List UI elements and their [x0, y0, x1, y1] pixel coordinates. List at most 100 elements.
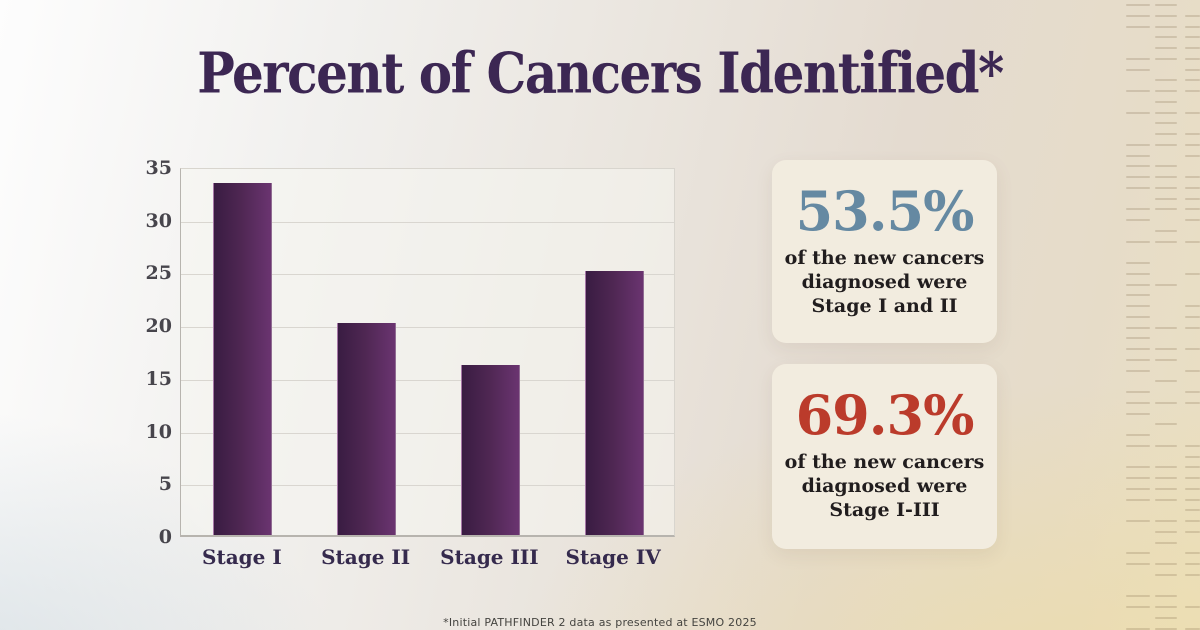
- ladder-dash: [1155, 36, 1177, 39]
- ladder-dash: [1155, 229, 1177, 232]
- gridline-5: [181, 485, 674, 487]
- ladder-dash: [1126, 176, 1150, 178]
- ladder-dash: [1155, 380, 1177, 383]
- ladder-dash: [1185, 606, 1200, 608]
- ladder-dash: [1155, 326, 1177, 329]
- ladder-dash: [1126, 143, 1150, 146]
- ladder-dash: [1185, 240, 1200, 243]
- stat-line: diagnosed were: [801, 474, 968, 497]
- ladder-dash: [1185, 111, 1200, 114]
- ladder-dash: [1126, 412, 1150, 415]
- ladder-dash: [1126, 208, 1150, 211]
- stat-line: of the new cancers: [784, 247, 985, 269]
- ladder-dash: [1155, 563, 1177, 565]
- ladder-dash: [1155, 487, 1177, 490]
- ladder-dash: [1126, 477, 1150, 479]
- stat-line: Stage I and II: [811, 294, 958, 317]
- ladder-dash: [1155, 197, 1177, 200]
- ladder-dash: [1126, 487, 1150, 490]
- ladder-dash: [1155, 358, 1177, 361]
- ladder-dash: [1155, 401, 1177, 404]
- ladder-dash: [1155, 423, 1177, 426]
- ladder-dash: [1185, 197, 1200, 200]
- gridline-10: [181, 432, 674, 434]
- stat-card-stage-1-2: 53.5% of the new cancers diagnosed were …: [772, 160, 997, 343]
- stat-line: Stage I-III: [829, 498, 940, 521]
- ladder-dash: [1155, 348, 1177, 350]
- x-axis-labels: Stage I Stage II Stage III Stage IV: [180, 545, 675, 575]
- stat-line: diagnosed were: [801, 270, 968, 293]
- ladder-dash: [1126, 401, 1150, 404]
- ladder-dash: [1126, 283, 1150, 286]
- ladder-dash: [1185, 305, 1200, 307]
- gridline-30: [181, 221, 674, 223]
- ladder-dash: [1185, 133, 1200, 135]
- ladder-dash: [1155, 595, 1177, 598]
- y-tick-30: 30: [145, 209, 172, 232]
- ladder-dash: [1155, 283, 1177, 286]
- footnote: *Initial PATHFINDER 2 data as presented …: [443, 616, 757, 629]
- ladder-dash: [1126, 315, 1150, 318]
- gridline-15: [181, 379, 674, 381]
- ladder-dash: [1155, 176, 1177, 178]
- ladder-dash: [1126, 369, 1150, 372]
- gridline-20: [181, 327, 674, 329]
- ladder-dash: [1185, 186, 1200, 189]
- ladder-dash: [1126, 154, 1150, 157]
- ladder-dash: [1155, 541, 1177, 544]
- ladder-dash: [1185, 219, 1200, 221]
- ladder-dash: [1126, 348, 1150, 350]
- ladder-dash: [1126, 444, 1150, 447]
- stat-line: of the new cancers: [784, 451, 985, 473]
- ladder-dash: [1185, 530, 1200, 533]
- ladder-dash: [1155, 606, 1177, 608]
- ladder-dash: [1185, 509, 1200, 512]
- ladder-dash: [1126, 294, 1150, 297]
- y-tick-15: 15: [145, 367, 172, 390]
- x-tick-stage-i: Stage I: [202, 545, 282, 569]
- bar-stage-iv: [584, 271, 644, 535]
- ladder-dash: [1185, 455, 1200, 458]
- stat-card-stage-1-3: 69.3% of the new cancers diagnosed were …: [772, 364, 997, 549]
- y-tick-25: 25: [145, 262, 172, 285]
- ladder-dash: [1126, 595, 1150, 598]
- ladder-dash: [1155, 14, 1177, 17]
- ladder-dash: [1185, 208, 1200, 211]
- plot-area: [180, 168, 675, 537]
- ladder-dash: [1155, 111, 1177, 114]
- ladder-dash: [1155, 4, 1177, 6]
- y-tick-0: 0: [158, 526, 172, 548]
- x-tick-stage-iv: Stage IV: [565, 545, 661, 569]
- ladder-dash: [1126, 391, 1150, 393]
- ladder-dash: [1185, 272, 1200, 275]
- ladder-dash: [1126, 262, 1150, 264]
- y-tick-5: 5: [158, 473, 172, 496]
- ladder-dash: [1126, 520, 1150, 522]
- ladder-dash: [1155, 25, 1177, 28]
- y-tick-35: 35: [145, 157, 172, 179]
- ladder-dash: [1126, 326, 1150, 329]
- ladder-dash: [1185, 444, 1200, 447]
- ladder-dash: [1126, 337, 1150, 340]
- ladder-dash: [1126, 358, 1150, 361]
- ladder-dash: [1185, 520, 1200, 522]
- stat-description: of the new cancers diagnosed were Stage …: [772, 451, 997, 523]
- ladder-dash: [1155, 444, 1177, 447]
- stat-description: of the new cancers diagnosed were Stage …: [772, 247, 997, 319]
- ladder-dash: [1185, 176, 1200, 178]
- ladder-dash: [1185, 391, 1200, 393]
- ladder-dash: [1185, 154, 1200, 157]
- stat-value-69-3: 69.3%: [795, 383, 975, 447]
- ladder-dash: [1126, 165, 1150, 168]
- ladder-dash: [1126, 434, 1150, 436]
- ladder-dash: [1126, 14, 1150, 17]
- ladder-dash: [1185, 487, 1200, 490]
- y-tick-10: 10: [145, 420, 172, 443]
- ladder-dash: [1126, 498, 1150, 501]
- ladder-dash: [1126, 240, 1150, 243]
- bar-stage-iii: [460, 365, 520, 535]
- bar-stage-ii: [337, 323, 397, 535]
- ladder-dash: [1155, 165, 1177, 168]
- ladder-dash: [1185, 563, 1200, 565]
- ladder-dash: [1185, 348, 1200, 350]
